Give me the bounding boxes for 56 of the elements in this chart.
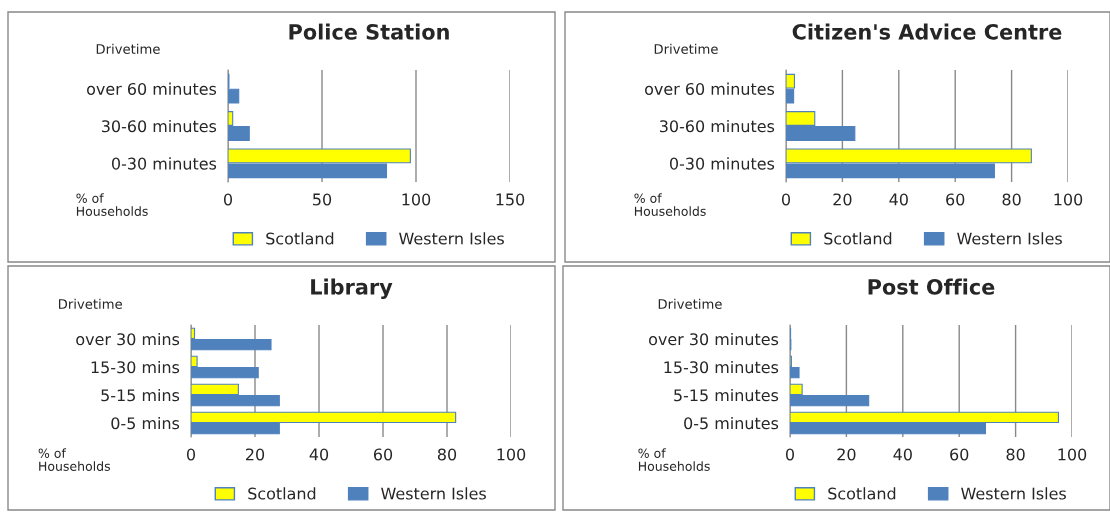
x-tick-label: 20 [833, 193, 852, 206]
legend-label: Western Isles [957, 232, 1062, 245]
y-axis-title: Drivetime [658, 298, 722, 309]
y-tick-label: 5-15 minutes [674, 388, 779, 402]
legend-label: Scotland [828, 487, 896, 500]
x-tick-label: 100 [1054, 193, 1083, 206]
x-axis-title: % of Households [38, 448, 111, 471]
x-axis-title: % of Households [76, 193, 148, 216]
chart-title: Police Station [289, 23, 449, 40]
y-tick-label: 0-30 minutes [111, 157, 217, 170]
x-tick-label: 100 [1058, 448, 1087, 461]
y-tick-label: over 30 minutes [649, 332, 779, 346]
y-tick-label: 30-60 minutes [101, 119, 217, 133]
x-tick-label: 40 [889, 193, 908, 206]
y-axis-title: Drivetime [654, 43, 718, 54]
y-tick-label: over 30 mins [76, 332, 180, 346]
y-tick-label: over 60 minutes [645, 82, 775, 95]
legend-label: Scotland [248, 487, 316, 500]
x-tick-label: 60 [373, 448, 393, 461]
y-tick-label: 15-30 mins [91, 360, 180, 374]
y-tick-label: 0-5 minutes [684, 416, 779, 430]
x-tick-label: 20 [837, 448, 856, 461]
x-tick-label: 40 [309, 448, 329, 461]
x-tick-label: 80 [1002, 193, 1021, 206]
x-tick-label: 80 [1006, 448, 1025, 461]
chart-title: Library [311, 278, 393, 299]
x-tick-label: 0 [223, 193, 233, 206]
x-tick-label: 40 [893, 448, 912, 461]
chart-title: Citizen's Advice Centre [792, 23, 1062, 40]
chart-title: Post Office [868, 278, 995, 295]
y-tick-label: 5-15 mins [101, 388, 180, 402]
x-tick-label: 80 [437, 448, 457, 461]
y-tick-label: over 60 minutes [87, 82, 217, 95]
x-tick-label: 0 [781, 193, 791, 206]
y-axis-title: Drivetime [96, 43, 160, 54]
x-tick-label: 0 [186, 448, 196, 461]
x-tick-label: 50 [313, 193, 332, 206]
x-axis-title: % of Households [638, 448, 710, 471]
x-tick-label: 0 [785, 448, 795, 461]
legend-label: Western Isles [381, 487, 486, 500]
y-axis-title: Drivetime [58, 298, 122, 309]
legend-label: Western Isles [399, 232, 504, 245]
x-tick-label: 100 [402, 193, 431, 206]
y-tick-label: 0-30 minutes [669, 157, 775, 170]
legend-label: Western Isles [961, 487, 1066, 500]
y-tick-label: 15-30 minutes [664, 360, 779, 374]
x-axis-title: % of Households [634, 193, 706, 216]
x-tick-label: 60 [950, 448, 969, 461]
y-tick-label: 30-60 minutes [659, 119, 775, 133]
legend-label: Scotland [266, 232, 334, 245]
x-tick-label: 150 [496, 193, 525, 206]
y-tick-label: 0-5 mins [111, 416, 180, 430]
x-tick-label: 20 [246, 448, 265, 461]
legend-label: Scotland [824, 232, 892, 245]
x-tick-label: 100 [497, 448, 526, 461]
x-tick-label: 60 [946, 193, 965, 206]
